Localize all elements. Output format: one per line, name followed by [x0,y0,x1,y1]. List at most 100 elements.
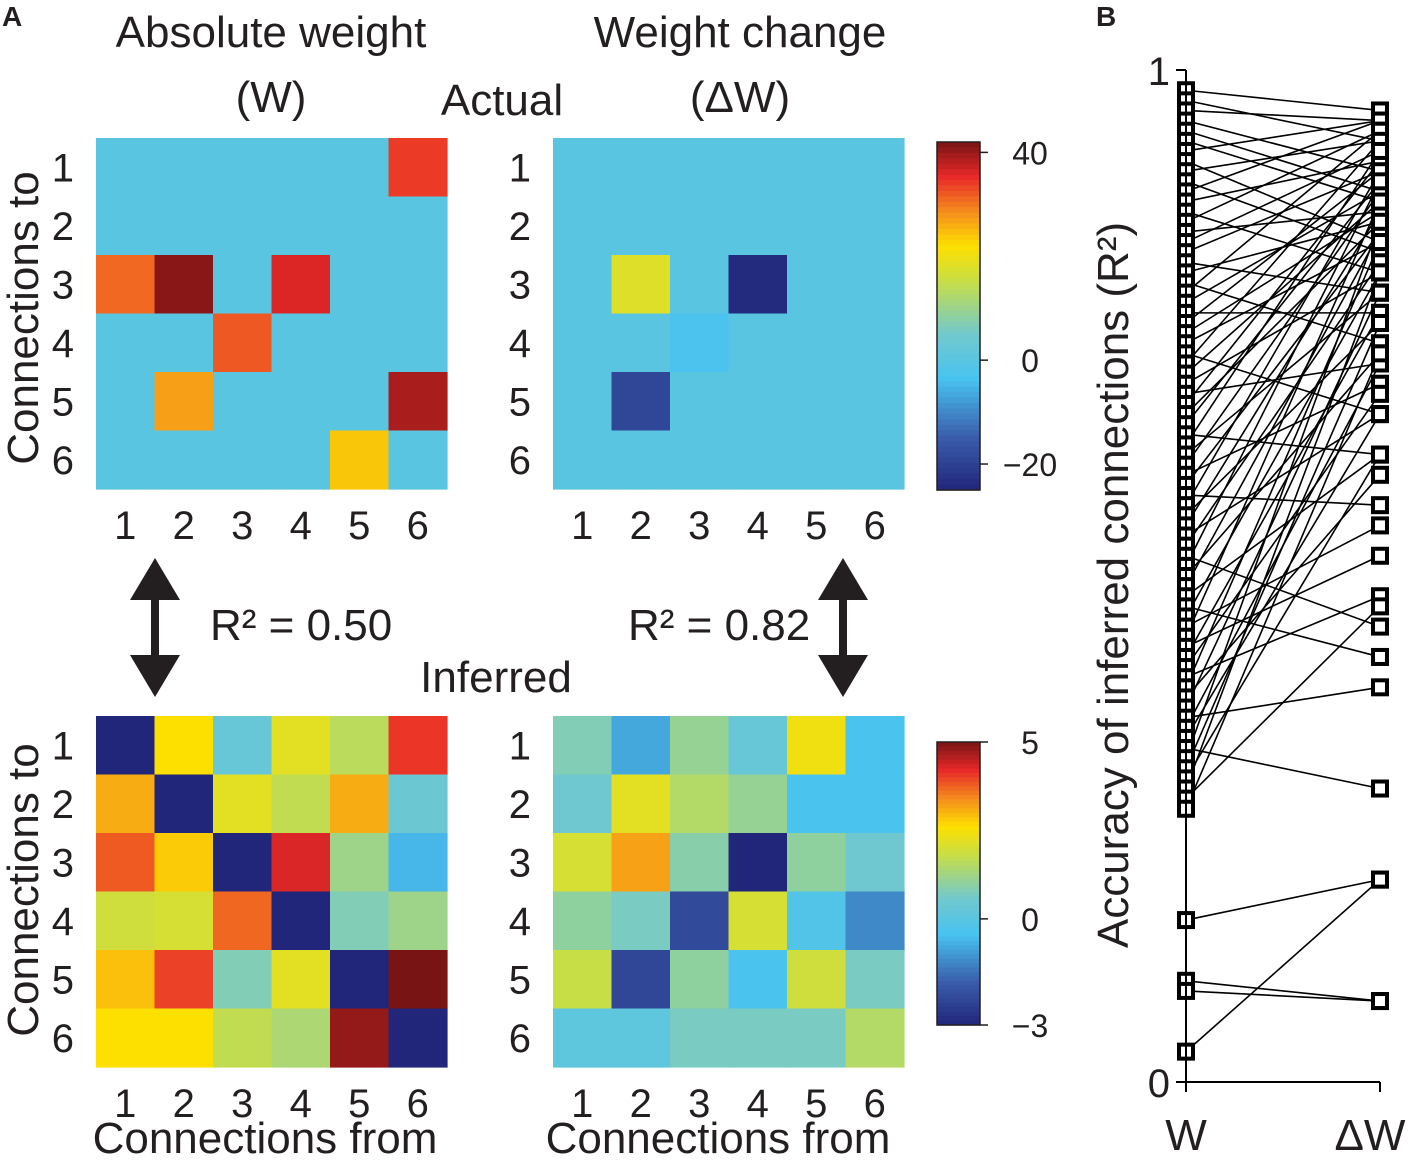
x-tick-label: 4 [290,1082,312,1126]
heatmap-cell [611,196,671,256]
chg-title-line1: Weight change [594,8,887,57]
heatmap-cell [330,1008,390,1068]
x-tick-label: 4 [747,504,769,548]
arrow-right [818,558,868,697]
y-tick-label: 6 [509,1017,531,1061]
heatmap-cell [271,372,331,432]
colorbar-segment [937,940,980,947]
heatmap-cell [728,196,788,256]
pair-line [1185,170,1381,506]
colorbar-segment [937,949,980,955]
heatmap-cell [728,833,788,893]
y-tick-label: 3 [52,841,74,885]
heatmap-cell [388,138,448,198]
heatmap-cell [330,196,390,256]
pair-line [1185,413,1381,739]
heatmap-cell [845,313,905,373]
heatmap-cell [787,372,847,432]
colorbar-tick-label: 5 [1021,725,1039,761]
colorbar-segment [937,441,980,448]
colorbar-segment [937,364,980,371]
colorbar-segment [937,755,980,761]
heatmap-cell [611,313,671,373]
heatmap-cell [96,313,156,373]
heatmap-cell [96,372,156,432]
colorbar-segment [937,870,980,876]
heatmap-cell [728,1008,788,1068]
pair-line [1185,89,1381,112]
y-tick-label: 6 [52,439,74,483]
pair-line [1185,413,1381,537]
marker-dw [1371,405,1389,424]
heatmap-cell [553,196,613,256]
colorbar-segment [937,746,980,752]
heatmap-cell [96,950,156,1010]
pair-line [1185,980,1381,1002]
heatmap-cell [330,950,390,1010]
colorbar-segment [937,927,980,933]
colorbar-segment [937,777,980,783]
y-tick-label: 1 [52,724,74,768]
colorbar-segment [937,817,980,823]
colorbar-segment [937,826,980,832]
heatmap-cell [787,1008,847,1068]
y-tick-label: 6 [509,439,531,483]
heatmap-cell [728,950,788,1010]
colorbar-segment [937,196,980,203]
colorbar-tick-label: 0 [1021,343,1039,379]
colorbar-segment [937,883,980,889]
colorbar-segment [937,484,980,491]
colorbar-segment [937,799,980,805]
heatmap-cell [213,196,273,256]
colorbar-segment [937,451,980,458]
pair-line [1185,160,1381,243]
colorbar-tick-label: −20 [1003,447,1057,483]
x-tick-label: 6 [864,504,886,548]
heatmap-cell [154,1008,214,1068]
colorbar-segment [937,742,980,748]
colorbar-segment [937,218,980,225]
x-tick-label: 6 [864,1082,886,1126]
heatmap-cell [845,950,905,1010]
heatmap-cell [553,1008,613,1068]
colorbar-frame [936,141,981,491]
marker-dw [1371,546,1389,565]
pair-line [1185,99,1381,142]
pair-line [1185,140,1381,203]
pair-line [1185,160,1381,405]
heatmap-cell [611,1008,671,1068]
heatmap-cell [845,716,905,776]
colorbar-segment [937,462,980,469]
heatmap-cell [388,313,448,373]
colorbar-segment [937,142,980,149]
heatmap-cell [388,833,448,893]
colorbar-tick-label: 0 [1021,902,1039,938]
y-tick-label: 1 [509,146,531,190]
y-tick-label: 5 [509,958,531,1002]
colorbar-segment [937,945,980,951]
heatmap-cell [96,1008,156,1068]
y-tick-label: 4 [509,322,531,366]
colorbar-segment [937,288,980,295]
heatmap-cell [213,891,273,951]
marker-dw [1371,283,1389,302]
colorbar-segment [937,239,980,246]
heatmap-cell [271,950,331,1010]
marker-dw [1371,344,1389,363]
marker-dw [1371,445,1389,464]
pair-line [1185,119,1381,193]
pair-line [1185,211,1381,334]
heatmap-cell [553,774,613,834]
heatmap-cell [787,138,847,198]
colorbar-segment [937,830,980,836]
ylabel-actual: Connections to [0,171,48,465]
colorbar-tick-label: −3 [1012,1008,1048,1044]
heatmap-cell [553,716,613,776]
heatmap-cell [213,138,273,198]
colorbar-segment [937,408,980,415]
pair-line [1185,878,1381,921]
heatmap-cell [670,255,730,315]
x-tick-label: 4 [747,1082,769,1126]
colorbar-segment [937,865,980,871]
